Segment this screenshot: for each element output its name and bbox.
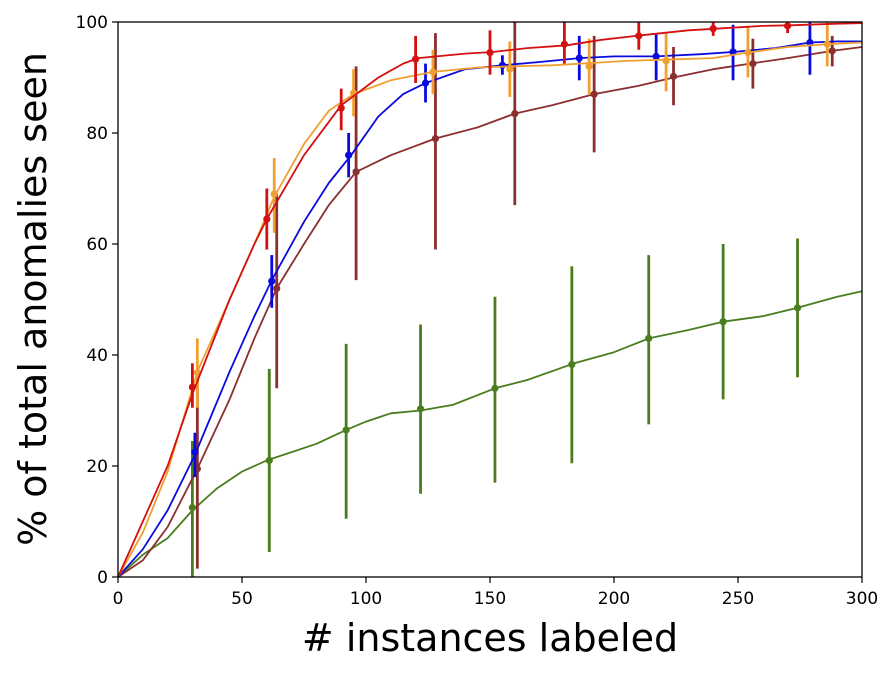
data-point-green (645, 334, 653, 342)
data-point-green (793, 304, 802, 312)
data-point-red (263, 215, 271, 223)
y-tick-label: 100 (76, 13, 108, 33)
data-point-green (719, 318, 727, 326)
data-point-orange (506, 65, 514, 73)
series-line-brown (117, 46, 863, 578)
y-tick-label: 40 (86, 346, 108, 366)
data-point-red (188, 383, 196, 391)
data-point-red (635, 32, 643, 40)
x-tick-label: 200 (598, 589, 630, 609)
axes: 0 50 100 150 200 250 300 0 20 40 60 80 100 (76, 13, 879, 609)
data-point-blue (498, 61, 506, 69)
x-axis-label: # instances labeled (302, 616, 678, 660)
data-point-red (560, 40, 569, 48)
data-point-green (568, 360, 576, 369)
data-point-brown (590, 90, 598, 98)
series-blue (117, 22, 862, 578)
data-point-green (491, 384, 499, 392)
x-tick-label: 250 (722, 589, 754, 609)
data-point-orange (662, 57, 670, 65)
x-tick-label: 300 (846, 589, 878, 609)
data-point-green (265, 456, 273, 465)
y-tick-label: 60 (86, 235, 108, 255)
data-point-orange (823, 40, 831, 48)
data-point-blue (575, 54, 583, 62)
data-point-orange (429, 68, 437, 76)
data-point-green (342, 426, 350, 434)
data-point-blue (191, 448, 199, 456)
data-point-red (337, 104, 345, 112)
data-point-orange (270, 190, 278, 198)
x-tick-label: 150 (474, 589, 506, 609)
data-point-blue (268, 277, 276, 285)
data-point-red (784, 22, 792, 30)
data-point-blue (806, 38, 814, 47)
data-point-red (709, 25, 717, 33)
series-line-green (117, 290, 863, 578)
data-point-green (416, 405, 425, 413)
data-point-brown (669, 72, 678, 80)
x-tick-label: 0 (113, 589, 124, 609)
x-tick-label: 100 (350, 589, 382, 609)
plot-area (117, 22, 863, 578)
data-point-brown (828, 47, 836, 55)
series-line-red (117, 22, 863, 578)
series-orange (117, 22, 863, 578)
data-point-red (412, 55, 420, 63)
data-point-brown (352, 168, 360, 176)
data-point-orange (744, 48, 752, 57)
data-point-brown (273, 284, 281, 292)
data-point-red (486, 48, 494, 57)
y-axis-label: % of total anomalies seen (11, 52, 55, 546)
data-point-green (188, 504, 196, 512)
y-tick-label: 20 (86, 457, 108, 477)
data-point-brown (749, 60, 757, 68)
series-line-blue (117, 40, 862, 578)
series-green (117, 238, 863, 578)
series-brown (117, 22, 863, 578)
data-point-blue (652, 52, 660, 61)
data-point-brown (511, 109, 519, 118)
series-red (117, 22, 863, 578)
data-point-brown (431, 134, 440, 143)
y-tick-label: 80 (86, 124, 108, 144)
data-point-orange (585, 62, 593, 70)
x-tick-label: 50 (231, 589, 253, 609)
y-tick-label: 0 (97, 568, 108, 588)
data-point-blue (421, 79, 430, 87)
data-point-blue (345, 151, 353, 159)
